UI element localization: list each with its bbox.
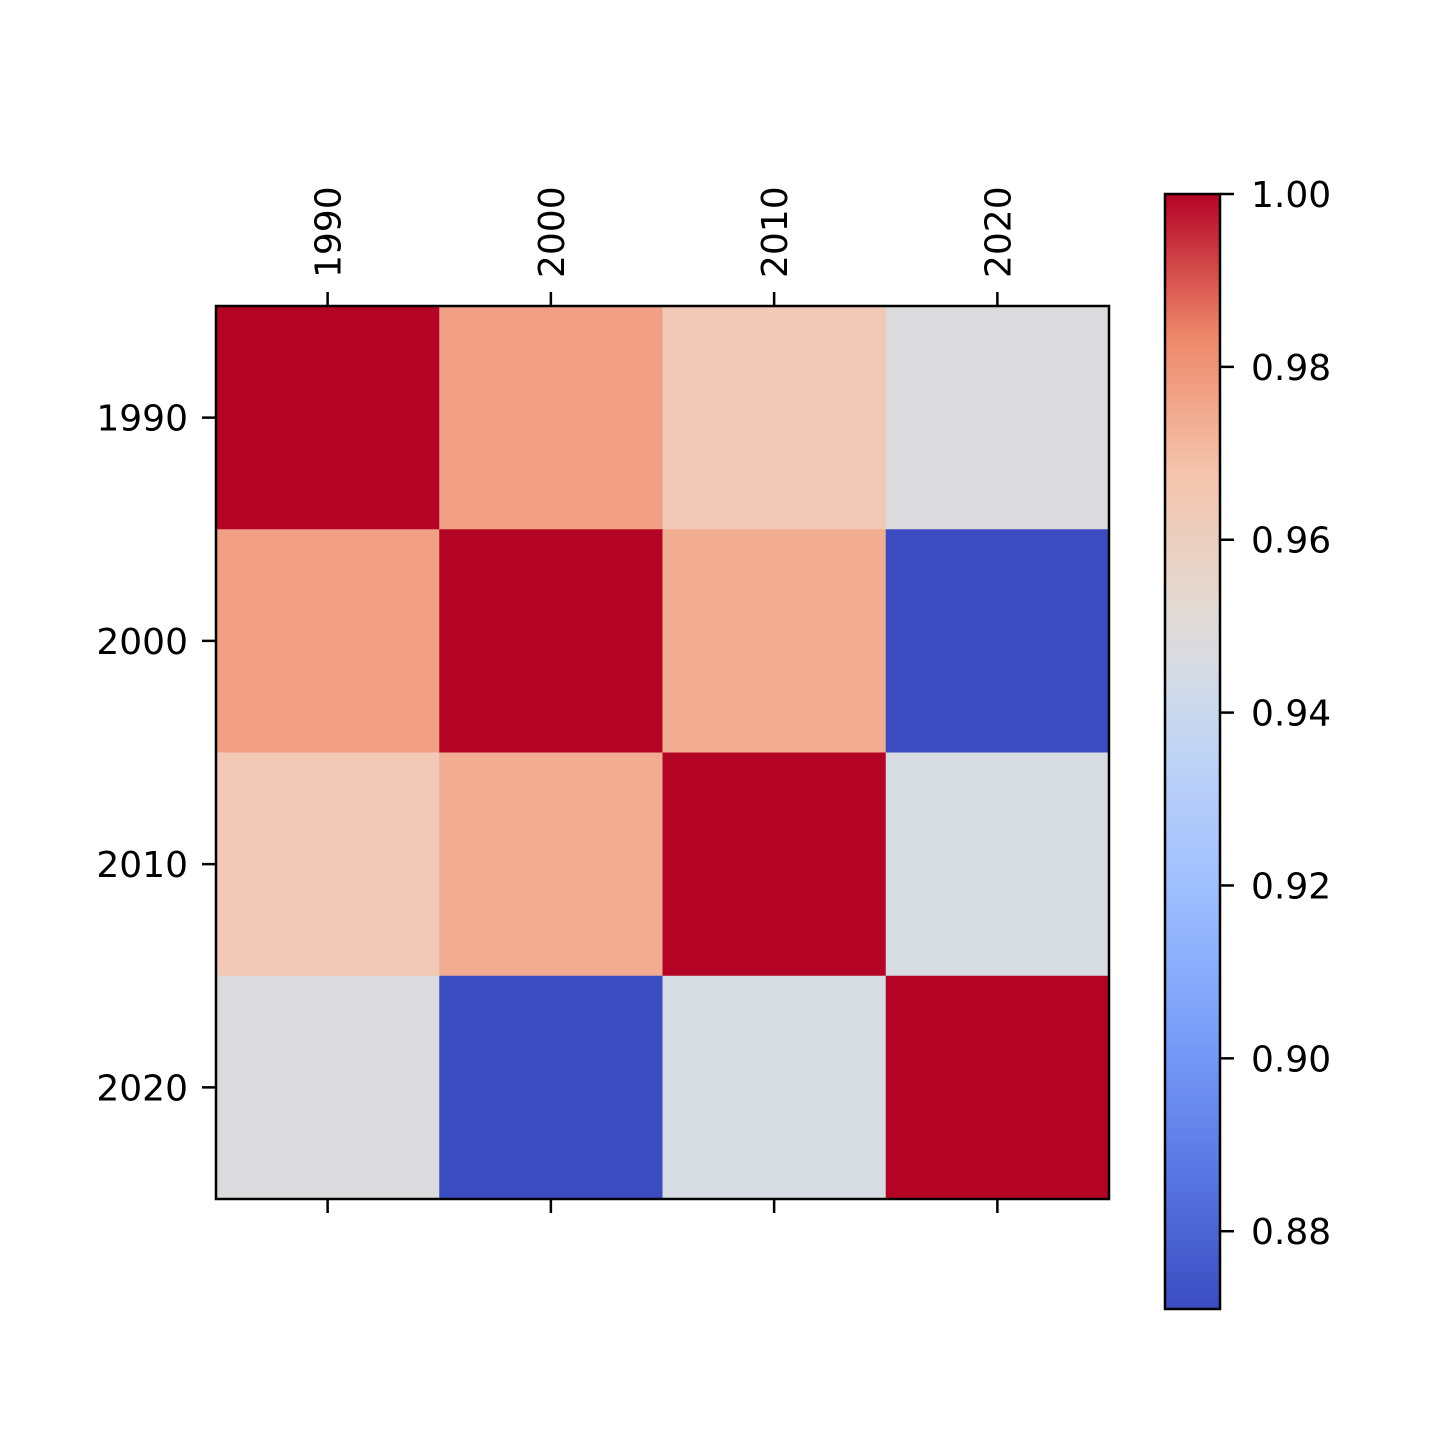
y-tick-label: 2010	[96, 845, 188, 886]
heatmap-cell-2020-2020	[885, 975, 1110, 1200]
heatmap-cell-2010-2010	[662, 752, 887, 977]
heatmap-cell-2020-2000	[439, 975, 664, 1200]
heatmap-cell-1990-2000	[439, 306, 664, 530]
heatmap-cell-2020-1990	[216, 975, 440, 1200]
heatmap-cell-2000-1990	[216, 529, 440, 754]
y-tick-label: 1990	[96, 399, 188, 440]
x-tick-label: 2020	[978, 186, 1019, 278]
heatmap-cell-2020-2010	[662, 975, 887, 1200]
heatmap-cell-1990-1990	[216, 306, 440, 530]
heatmap-cell-2000-2000	[439, 529, 664, 754]
y-tick-label: 2020	[96, 1068, 188, 1109]
heatmap-cell-2010-1990	[216, 752, 440, 977]
colorbar-tick-label: 0.92	[1251, 866, 1331, 907]
colorbar-tick-label: 0.96	[1251, 521, 1331, 562]
colorbar-tick-label: 1.00	[1251, 175, 1331, 216]
x-tick-label: 1990	[309, 186, 350, 278]
heatmap-cell-1990-2020	[885, 306, 1110, 530]
x-axis-ticks: 1990 2000 2010 2020	[309, 186, 1019, 1213]
colorbar-gradient	[1163, 192, 1222, 1311]
heatmap-cell-1990-2010	[662, 306, 887, 530]
colorbar-tick-label: 0.90	[1251, 1039, 1331, 1080]
colorbar-ticks: 0.88 0.90 0.92 0.94 0.96 0.98 1.00	[1220, 175, 1331, 1253]
colorbar-tick-label: 0.94	[1251, 694, 1331, 735]
heatmap-cell-2010-2000	[439, 752, 664, 977]
heatmap-cells	[216, 306, 1110, 1200]
heatmap-cell-2010-2020	[885, 752, 1110, 977]
y-axis-ticks: 1990 2000 2010 2020	[96, 399, 216, 1109]
heatmap-cell-2000-2020	[885, 529, 1110, 754]
colorbar-tick-label: 0.98	[1251, 348, 1331, 389]
x-tick-label: 2000	[532, 186, 573, 278]
y-tick-label: 2000	[96, 622, 188, 663]
plot-frame	[214, 304, 1111, 1201]
colorbar-tick-label: 0.88	[1251, 1212, 1331, 1253]
x-tick-label: 2010	[755, 186, 796, 278]
colorbar: 0.88 0.90 0.92 0.94 0.96 0.98 1.00	[1163, 175, 1331, 1311]
heatmap-cell-2000-2010	[662, 529, 887, 754]
